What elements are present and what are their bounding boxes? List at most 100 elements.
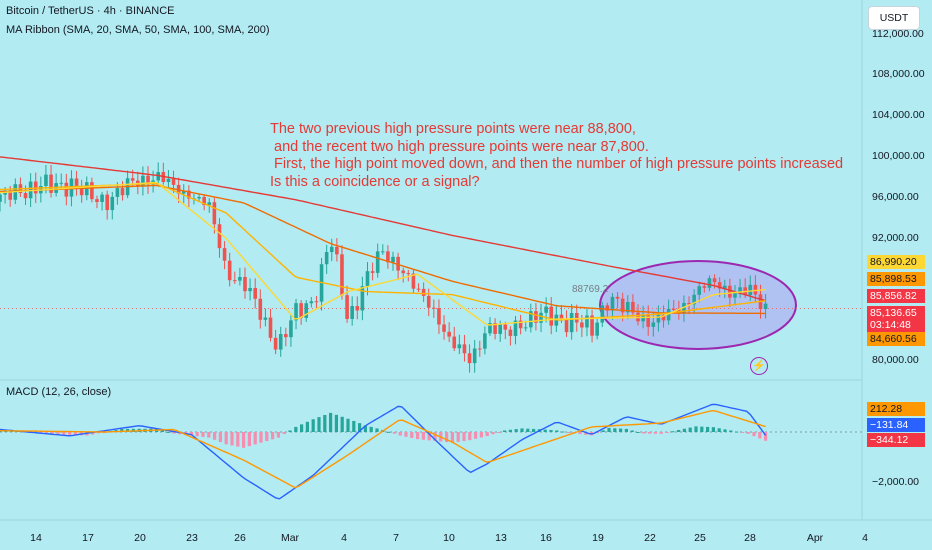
candle-body [0, 194, 2, 202]
candle-body [539, 312, 543, 323]
time-axis-tick: 28 [744, 532, 756, 544]
macd-histogram-bar [392, 432, 396, 434]
candle-body [268, 317, 273, 338]
macd-histogram-bar [404, 432, 408, 437]
macd-histogram-bar [624, 428, 628, 432]
macd-histogram-bar [653, 432, 657, 434]
macd-histogram-bar [619, 428, 623, 432]
macd-histogram-bar [636, 432, 640, 433]
time-axis-tick: Mar [280, 532, 300, 544]
macd-histogram-bar [677, 429, 681, 432]
candle-body [278, 334, 283, 350]
currency-button[interactable]: USDT [868, 6, 920, 30]
candle-body [748, 284, 753, 296]
candle-body [166, 178, 171, 183]
macd-histogram-bar [648, 432, 652, 434]
macd-histogram-bar [566, 432, 570, 433]
candle-body [513, 320, 518, 336]
macd-histogram-bar [723, 429, 727, 432]
lightning-icon[interactable]: ⚡ [750, 357, 768, 375]
candle-body [651, 322, 656, 327]
macd-histogram-bar [120, 428, 124, 432]
price-axis-tick: 108,000.00 [872, 68, 925, 81]
macd-histogram-bar [410, 432, 414, 438]
macd-histogram-bar [358, 423, 362, 432]
macd-histogram-bar [44, 432, 48, 434]
macd-histogram-bar [363, 425, 367, 432]
macd-histogram-bar [323, 415, 327, 432]
candle-body [600, 305, 605, 323]
price-axis-badge: 85,136.65 [867, 306, 925, 320]
price-marker-label: 88769.2 [572, 284, 609, 295]
price-axis-tick: 96,000.00 [872, 190, 919, 203]
candle-body [411, 273, 416, 289]
candle-body [401, 270, 406, 274]
price-axis-tick: 92,000.00 [872, 231, 919, 244]
indicator-legend[interactable]: MA Ribbon (SMA, 20, SMA, 50, SMA, 100, S… [6, 24, 270, 36]
macd-histogram-bar [613, 428, 617, 432]
macd-histogram-bar [694, 426, 698, 432]
candle-body [523, 327, 528, 329]
candle-body [666, 308, 671, 321]
macd-legend[interactable]: MACD (12, 26, close) [6, 386, 112, 398]
candle-body [227, 260, 232, 281]
macd-axis-badge: 212.28 [867, 402, 925, 416]
candle-body [44, 174, 48, 186]
candle-body [457, 344, 462, 349]
candle-body [472, 348, 477, 364]
macd-axis-badge: −344.12 [867, 433, 925, 447]
candle-body [141, 175, 145, 186]
candle-body [529, 311, 533, 328]
candle-body [712, 278, 717, 283]
macd-histogram-bar [271, 432, 275, 440]
price-axis-badge: 84,660.56 [867, 332, 925, 346]
macd-histogram-bar [764, 432, 768, 441]
macd-histogram-bar [462, 432, 466, 442]
macd-histogram-bar [584, 432, 588, 435]
symbol-title[interactable]: Bitcoin / TetherUS · 4h · BINANCE [6, 5, 175, 17]
macd-histogram-bar [369, 426, 373, 432]
candle-body [90, 182, 94, 200]
candle-body [49, 174, 53, 193]
candle-body [462, 344, 467, 354]
macd-histogram-bar [561, 431, 565, 433]
macd-histogram-bar [688, 427, 692, 432]
candle-body [100, 194, 104, 203]
macd-histogram-bar [416, 432, 420, 440]
macd-histogram-bar [665, 432, 669, 433]
macd-histogram-bar [711, 427, 715, 432]
candle-body [181, 190, 186, 194]
candle-body [23, 193, 28, 199]
price-axis-badge: 86,990.20 [867, 255, 925, 269]
candle-body [687, 302, 691, 305]
candle-body [130, 178, 135, 181]
ma-line-sma-20 [0, 181, 766, 326]
macd-histogram-bar [166, 431, 170, 433]
candle-body [212, 202, 217, 225]
candle-body [222, 248, 227, 261]
candle-body [493, 323, 497, 334]
macd-histogram-bar [218, 432, 222, 443]
candle-body [717, 282, 722, 289]
candle-body [574, 312, 579, 323]
macd-histogram-bar [758, 432, 762, 439]
time-axis-tick: 7 [393, 532, 399, 544]
candle-body [273, 337, 278, 350]
macd-histogram-bar [607, 427, 611, 432]
candle-body [656, 315, 661, 323]
candle-body [329, 246, 334, 253]
price-axis-badge: 03:14:48 [867, 318, 925, 332]
candle-body [722, 285, 727, 289]
macd-histogram-bar [224, 432, 228, 445]
candle-body [375, 251, 380, 273]
candle-body [671, 308, 676, 310]
candle-body [610, 296, 615, 311]
candle-body [263, 317, 268, 320]
macd-histogram-bar [514, 429, 518, 432]
candle-body [488, 323, 492, 334]
candle-body [197, 196, 201, 199]
macd-histogram-bar [526, 428, 530, 432]
candle-body [64, 182, 69, 197]
